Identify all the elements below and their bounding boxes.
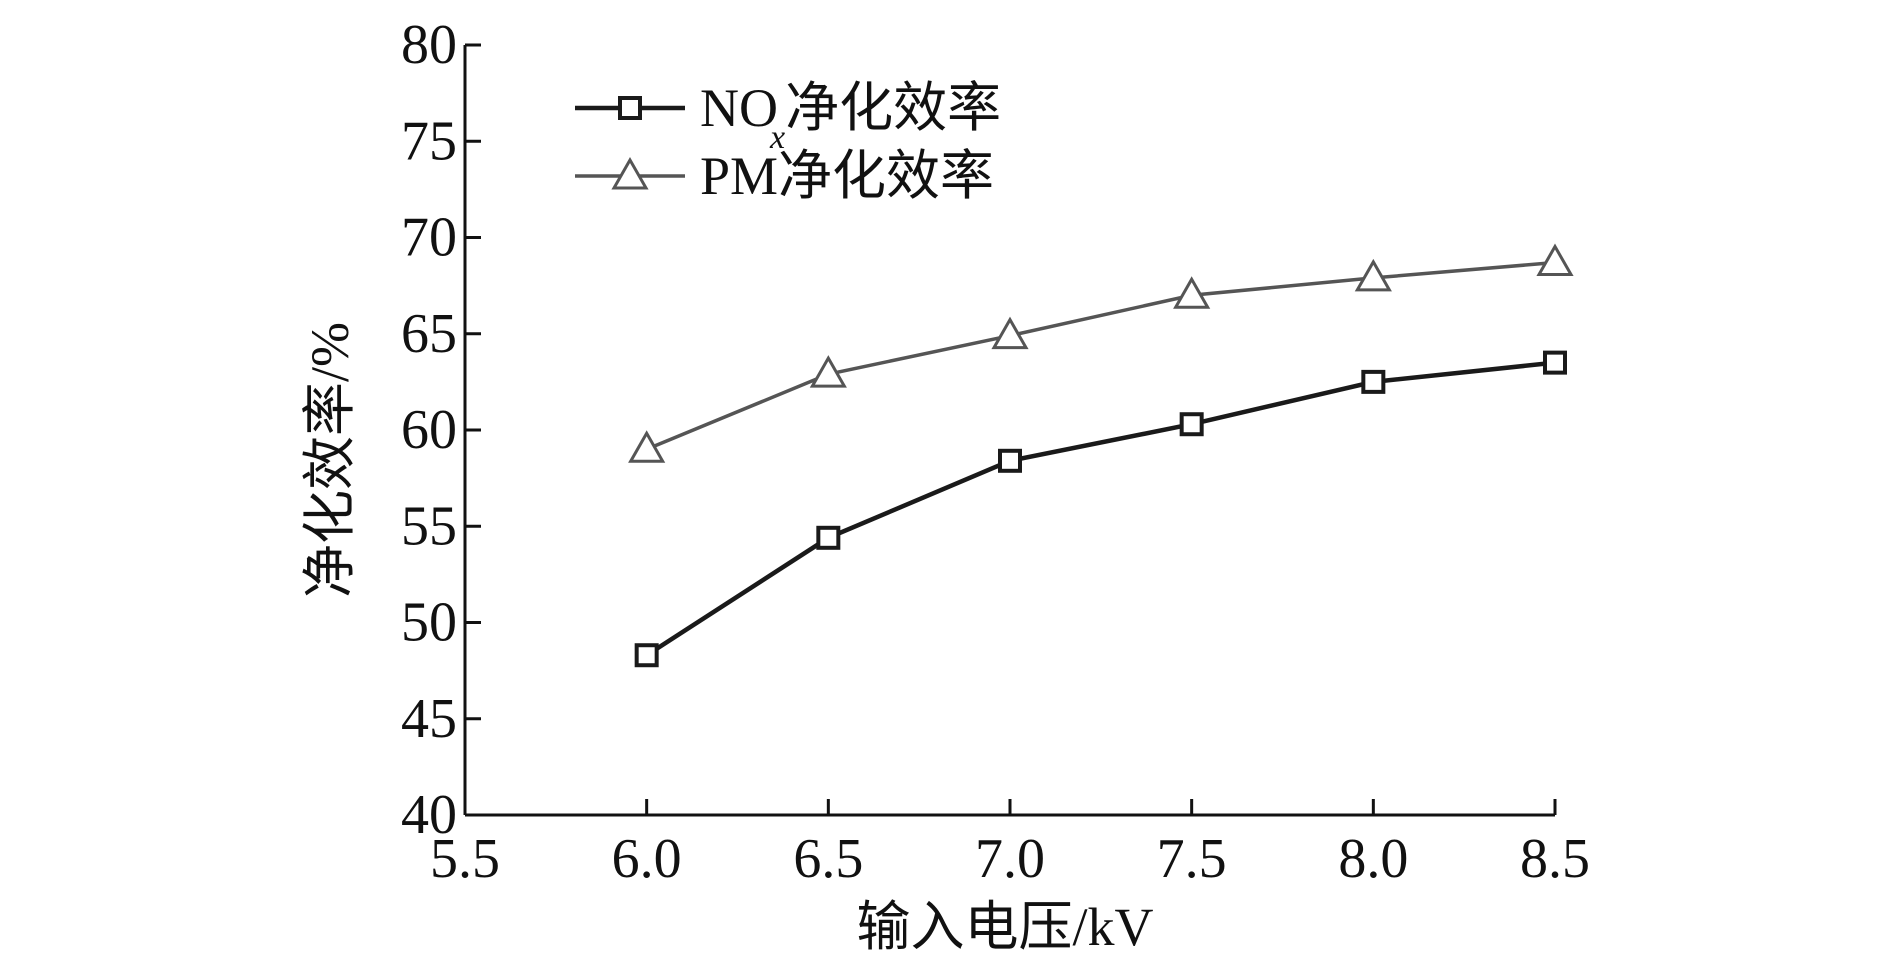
legend-marker-pm [611,156,649,190]
legend-label-pm: PM净化效率 [700,146,994,206]
legend-marker-nox [618,96,642,120]
data-point-nox [1179,412,1204,437]
y-tick-label: 40 [401,784,457,846]
series-line-pm [645,260,1556,451]
y-tick-label: 55 [401,495,457,557]
y-axis-title: 净化效率/% [300,322,360,598]
legend-label-nox: NOx净化效率 [700,78,1001,156]
y-tick-label: 70 [401,207,457,269]
legend-item-pm: PM净化效率 [575,146,994,206]
y-tick-label: 60 [401,399,457,461]
x-axis-title: 输入电压/kV [857,897,1154,957]
x-tick-label: 6.0 [612,828,682,890]
x-tick-label: 6.5 [793,828,863,890]
data-point-pm [991,316,1029,350]
x-tick-label: 7.5 [1157,828,1227,890]
x-tick-label: 5.5 [430,828,500,890]
data-point-nox [634,643,659,668]
y-tick-label: 65 [401,303,457,365]
y-tick-label: 50 [401,592,457,654]
data-point-pm [628,430,666,463]
y-tick-label: 80 [401,14,457,76]
series-layer [628,243,1574,668]
y-tick-label: 75 [401,110,457,172]
x-ticks: 5.5 6.0 6.5 7.0 7.5 8.0 8.5 [430,799,1590,890]
data-point-nox [1543,350,1567,375]
x-tick-label: 8.0 [1338,828,1408,890]
series-nox [634,350,1567,668]
y-ticks: 40 45 50 55 60 65 70 75 80 [401,14,481,846]
data-point-nox [816,525,841,550]
data-point-pm [1536,243,1574,277]
series-pm [628,243,1574,463]
x-tick-label: 7.0 [975,828,1045,890]
y-tick-label: 45 [401,688,457,750]
data-point-pm [1354,258,1392,292]
data-point-pm [809,355,847,388]
data-point-pm [1173,276,1211,309]
data-point-nox [1361,369,1386,394]
data-point-nox [998,448,1022,473]
legend-item-nox: NOx净化效率 [575,78,1001,156]
x-tick-label: 8.5 [1520,828,1590,890]
series-line-nox [645,360,1556,658]
